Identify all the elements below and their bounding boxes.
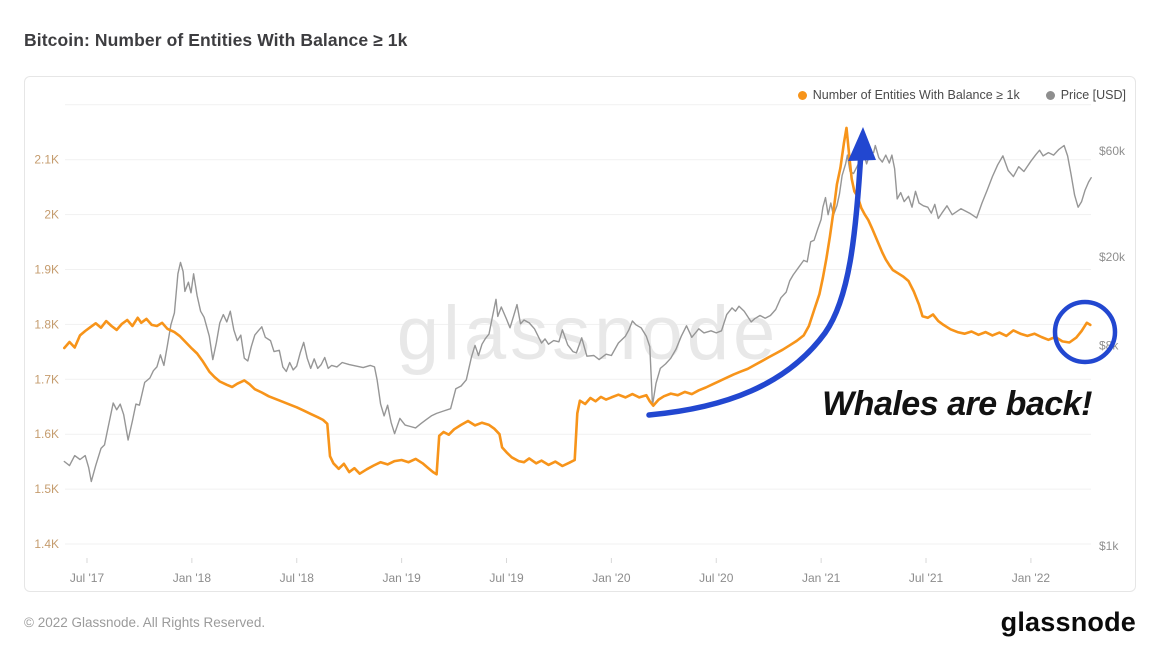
chart-canvas[interactable]: 2.1K2K1.9K1.8K1.7K1.6K1.5K1.4K$60k$20k$8… [25,77,1135,591]
x-axis-tick-label: Jan '22 [1012,571,1051,585]
legend-item-entities[interactable]: Number of Entities With Balance ≥ 1k [797,88,1020,102]
right-axis-tick-label: $60k [1099,144,1126,158]
x-axis-tick-label: Jul '18 [280,571,315,585]
x-axis-tick-label: Jan '19 [382,571,421,585]
swoosh-arrow [646,148,864,418]
glassnode-logo: glassnode [1000,607,1136,637]
entities-series-line [62,126,1092,476]
x-axis-tick-label: Jul '17 [70,571,105,585]
chart-legend: Number of Entities With Balance ≥ 1k Pri… [797,88,1126,102]
legend-item-label: Number of Entities With Balance ≥ 1k [812,88,1020,102]
page-title: Bitcoin: Number of Entities With Balance… [24,30,408,50]
entities-series-dot-icon [797,90,807,100]
x-axis-tick-label: Jul '20 [699,571,734,585]
left-axis-tick-label: 1.5K [34,482,59,496]
x-axis-tick-label: Jan '20 [592,571,631,585]
x-axis-tick-label: Jan '18 [173,571,212,585]
left-axis-tick-label: 1.4K [34,537,59,551]
chart-card: 2.1K 2K 1.9K 1.8K 1.7K 1.6K 1.5K 1.4K $60k $20k $8… [24,76,1136,592]
legend-item-price[interactable]: Price [USD] [1045,88,1126,102]
swoosh-arrowhead-icon [848,127,876,161]
left-axis-tick-label: 2K [44,208,59,222]
left-axis-tick-label: 1.8K [34,317,59,331]
left-axis-tick-label: 1.7K [34,372,59,386]
footer-copyright: © 2022 Glassnode. All Rights Reserved. [24,615,266,630]
right-axis-tick-label: $20k [1099,250,1126,264]
right-axis-tick-label: $1k [1099,539,1119,553]
x-axis-tick-label: Jul '19 [489,571,524,585]
left-axis-tick-label: 1.9K [34,263,59,277]
price-series-line [63,144,1092,483]
highlight-circle [1052,299,1118,365]
whales-annotation-text: Whales are back! [822,385,1092,423]
legend-item-label: Price [USD] [1060,88,1126,102]
glassnode-watermark: glassnode [397,291,780,376]
left-axis-tick-label: 2.1K [34,153,59,167]
x-axis-tick-label: Jan '21 [802,571,841,585]
left-axis-tick-label: 1.6K [34,427,59,441]
price-series-dot-icon [1045,90,1055,100]
x-axis-tick-label: Jul '21 [909,571,944,585]
